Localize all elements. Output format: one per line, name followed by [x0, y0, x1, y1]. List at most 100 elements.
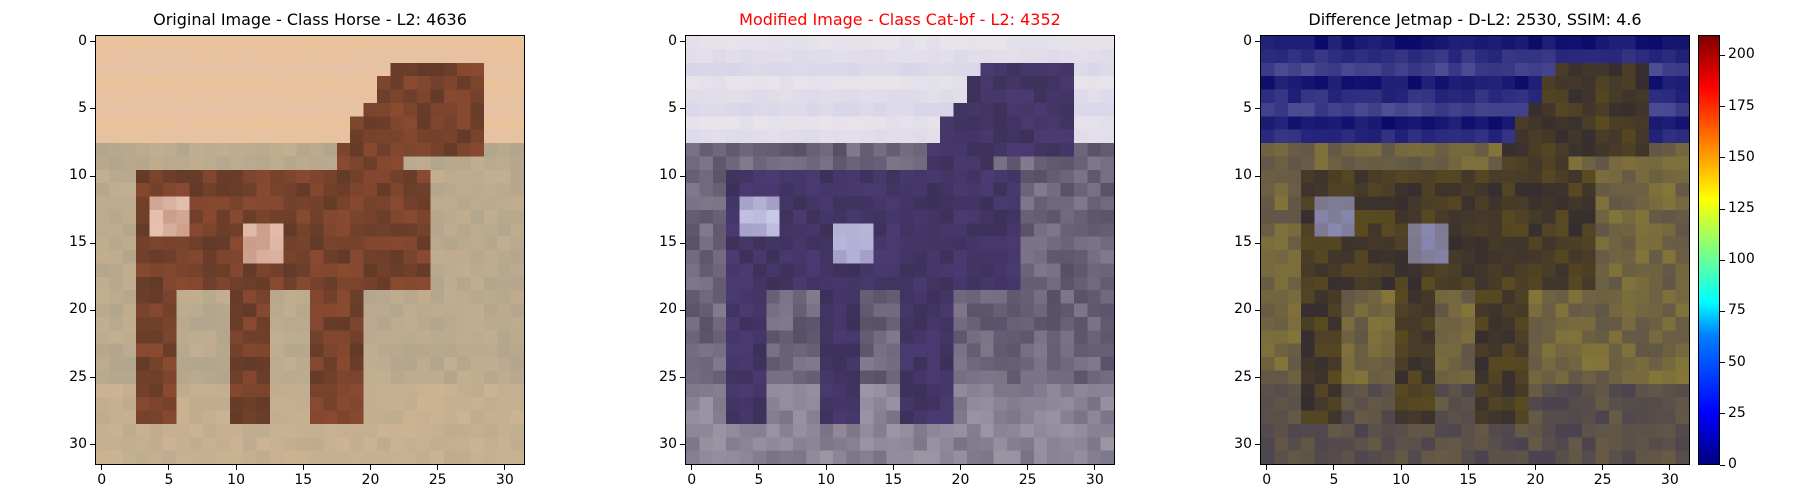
x-tick-mark: [1266, 465, 1268, 470]
colorbar-tick-mark: [1720, 106, 1725, 108]
colorbar-tick-label: 175: [1728, 97, 1755, 114]
x-tick-mark: [892, 465, 894, 470]
colorbar-tick-mark: [1720, 54, 1725, 56]
x-tick-label: 20: [951, 472, 970, 488]
y-tick-label: 20: [659, 301, 677, 318]
x-tick-mark: [369, 465, 371, 470]
y-tick-label: 20: [69, 301, 87, 318]
x-tick-label: 30: [1660, 472, 1679, 488]
x-tick-mark: [1534, 465, 1536, 470]
colorbar-tick-mark: [1720, 413, 1725, 415]
chart-title: Modified Image - Class Cat-bf - L2: 4352: [739, 10, 1061, 29]
colorbar-tick-label: 125: [1728, 200, 1755, 217]
x-tick-mark: [1467, 465, 1469, 470]
y-tick-mark: [90, 108, 95, 110]
y-tick-mark: [1255, 377, 1260, 379]
y-tick-label: 10: [69, 167, 87, 184]
y-tick-label: 0: [668, 32, 677, 49]
x-tick-mark: [1333, 465, 1335, 470]
y-tick-mark: [680, 108, 685, 110]
y-tick-label: 25: [69, 368, 87, 385]
y-tick-mark: [680, 41, 685, 43]
x-tick-mark: [1602, 465, 1604, 470]
y-tick-mark: [680, 377, 685, 379]
x-tick-mark: [1400, 465, 1402, 470]
y-tick-label: 15: [69, 234, 87, 251]
colorbar-tick-mark: [1720, 259, 1725, 261]
y-tick-mark: [680, 242, 685, 244]
y-tick-label: 10: [659, 167, 677, 184]
x-tick-label: 10: [817, 472, 835, 488]
y-tick-label: 25: [659, 368, 677, 385]
x-tick-mark: [302, 465, 304, 470]
x-tick-label: 30: [1085, 472, 1104, 488]
y-tick-mark: [90, 242, 95, 244]
x-tick-mark: [1094, 465, 1096, 470]
x-tick-label: 30: [495, 472, 514, 488]
x-tick-label: 15: [884, 472, 903, 488]
y-tick-label: 15: [1234, 234, 1252, 251]
x-tick-mark: [168, 465, 170, 470]
x-tick-label: 5: [754, 472, 764, 488]
x-tick-label: 25: [1593, 472, 1612, 488]
y-tick-mark: [90, 309, 95, 311]
y-tick-label: 20: [1234, 301, 1252, 318]
y-tick-mark: [1255, 444, 1260, 446]
x-tick-label: 10: [1392, 472, 1410, 488]
y-tick-mark: [90, 377, 95, 379]
y-tick-label: 30: [1234, 435, 1252, 452]
y-tick-mark: [680, 309, 685, 311]
x-tick-label: 15: [294, 472, 313, 488]
y-tick-label: 10: [1234, 167, 1252, 184]
pixel-canvas: [1261, 36, 1689, 464]
y-tick-label: 5: [668, 99, 677, 116]
x-tick-label: 20: [361, 472, 380, 488]
x-tick-label: 0: [687, 472, 697, 488]
y-tick-mark: [90, 41, 95, 43]
x-tick-mark: [1669, 465, 1671, 470]
colorbar: [1698, 35, 1720, 465]
colorbar-tick-mark: [1720, 208, 1725, 210]
y-tick-label: 15: [659, 234, 677, 251]
y-tick-label: 5: [78, 99, 87, 116]
pixel-canvas: [686, 36, 1114, 464]
x-tick-mark: [959, 465, 961, 470]
colorbar-tick-label: 0: [1728, 456, 1737, 472]
y-tick-label: 30: [69, 435, 87, 452]
image-pixels: [685, 35, 1115, 465]
x-tick-label: 0: [1262, 472, 1272, 488]
colorbar-tick-label: 200: [1728, 46, 1755, 63]
x-tick-label: 25: [1018, 472, 1037, 488]
x-tick-mark: [691, 465, 693, 470]
colorbar-tick-mark: [1720, 362, 1725, 364]
colorbar-tick-mark: [1720, 157, 1725, 159]
x-tick-mark: [825, 465, 827, 470]
colorbar-tick-mark: [1720, 310, 1725, 312]
x-tick-label: 5: [1329, 472, 1339, 488]
chart-title: Original Image - Class Horse - L2: 4636: [153, 10, 467, 29]
y-tick-label: 30: [659, 435, 677, 452]
x-tick-label: 25: [428, 472, 447, 488]
y-tick-mark: [680, 444, 685, 446]
x-tick-label: 5: [164, 472, 174, 488]
x-tick-mark: [758, 465, 760, 470]
y-tick-mark: [90, 444, 95, 446]
x-tick-label: 20: [1526, 472, 1545, 488]
colorbar-tick-label: 100: [1728, 251, 1755, 268]
colorbar-tick-label: 50: [1728, 353, 1746, 370]
y-tick-mark: [1255, 108, 1260, 110]
y-tick-label: 25: [1234, 368, 1252, 385]
colorbar-tick-label: 25: [1728, 404, 1746, 421]
x-tick-mark: [504, 465, 506, 470]
x-tick-mark: [1027, 465, 1029, 470]
image-pixels: [95, 35, 525, 465]
x-tick-label: 10: [227, 472, 245, 488]
x-tick-label: 0: [97, 472, 107, 488]
y-tick-mark: [1255, 41, 1260, 43]
y-tick-label: 0: [1243, 32, 1252, 49]
x-tick-mark: [101, 465, 103, 470]
x-tick-mark: [437, 465, 439, 470]
colorbar-tick-label: 150: [1728, 148, 1755, 165]
pixel-canvas: [96, 36, 524, 464]
y-tick-mark: [680, 175, 685, 177]
